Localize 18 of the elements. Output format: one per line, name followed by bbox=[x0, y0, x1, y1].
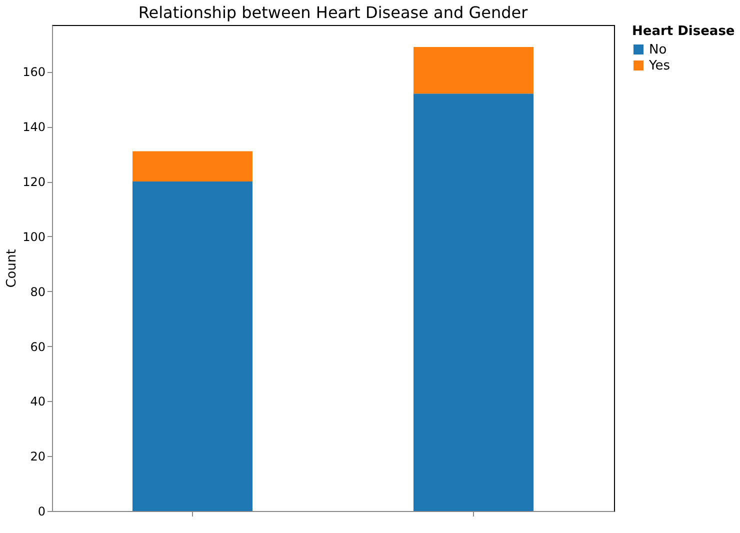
y-tick-label: 100 bbox=[22, 230, 46, 244]
y-tick-label: 80 bbox=[30, 284, 46, 299]
y-tick-label: 0 bbox=[38, 504, 46, 518]
legend-label: Yes bbox=[648, 58, 670, 74]
bar bbox=[414, 46, 534, 94]
legend-label: No bbox=[649, 42, 667, 58]
bar bbox=[414, 94, 534, 511]
bar bbox=[132, 151, 252, 182]
y-tick-label: 160 bbox=[22, 65, 46, 80]
y-tick-label: 20 bbox=[30, 450, 46, 464]
y-tick-label: 60 bbox=[30, 340, 46, 354]
y-tick-label: 120 bbox=[22, 175, 46, 190]
legend-title: Heart Disease bbox=[632, 24, 735, 39]
y-tick-label: 40 bbox=[30, 394, 46, 409]
chart-title: Relationship between Heart Disease and Gender bbox=[138, 3, 528, 22]
y-axis-title: Count bbox=[4, 249, 20, 288]
y-tick-label: 140 bbox=[22, 120, 46, 134]
bar bbox=[132, 182, 252, 511]
